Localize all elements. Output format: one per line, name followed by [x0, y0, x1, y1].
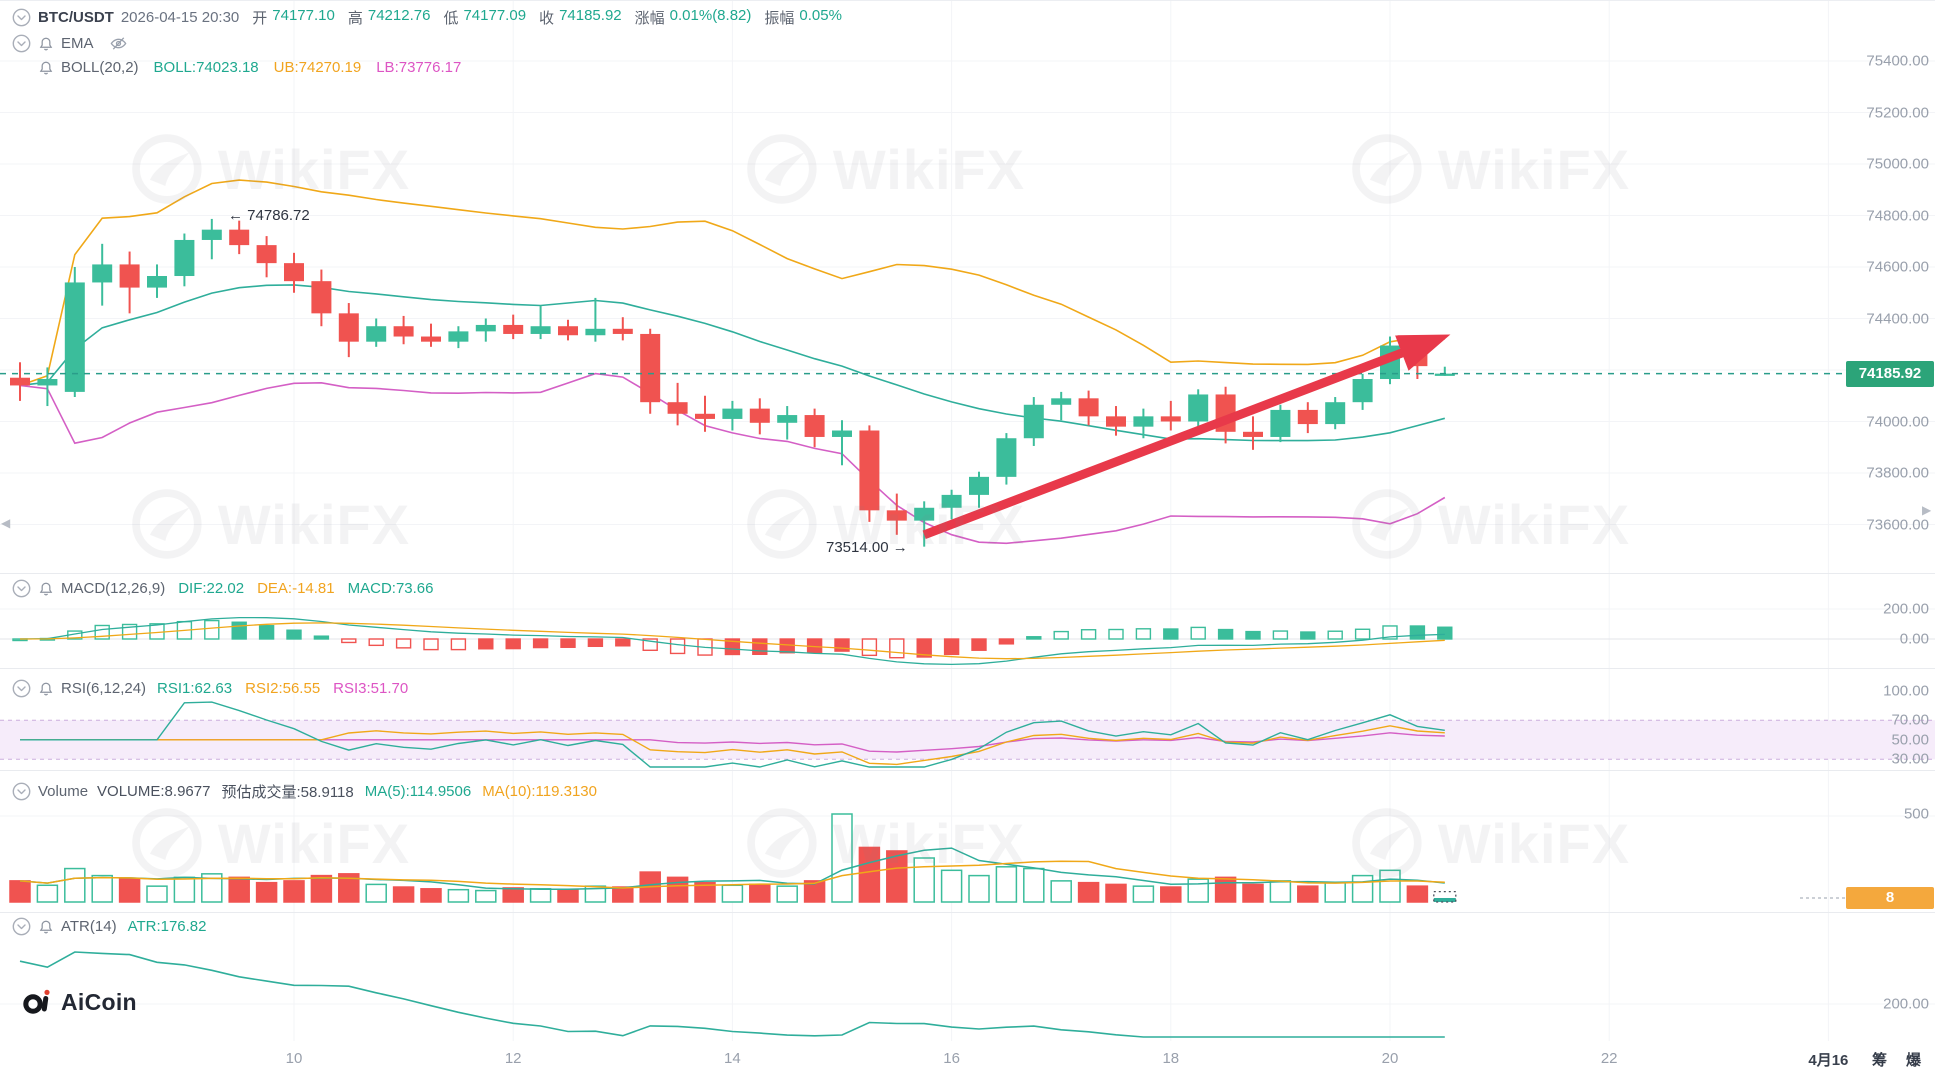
rsi1-value: RSI1:62.63 — [157, 680, 233, 697]
alert-bell-icon[interactable] — [38, 681, 54, 697]
volume-value: VOLUME:8.9677 — [97, 783, 211, 800]
time-tick: 10 — [285, 1050, 303, 1067]
price-tick: 75000.00 — [1866, 155, 1929, 173]
open-label: 开 — [252, 10, 268, 27]
rsi-tick: 30.00 — [1891, 750, 1929, 768]
time-tick: 12 — [504, 1050, 522, 1067]
time-tick: 20 — [1381, 1050, 1399, 1067]
volume-ma5-value: MA(5):114.9506 — [364, 783, 472, 800]
aicoin-logo: AiCoin — [22, 987, 137, 1017]
amplitude-value: 0.05% — [799, 7, 842, 24]
time-tick: 18 — [1162, 1050, 1180, 1067]
rsi-tick: 70.00 — [1891, 711, 1929, 729]
price-axis: 75400.00 75200.00 75000.00 74800.00 74600.00… — [1825, 1, 1935, 1041]
atr-value: ATR:176.82 — [127, 918, 207, 935]
volume-est-value: 预估成交量:58.9118 — [221, 784, 354, 801]
ema-indicator-label[interactable]: EMA — [61, 35, 94, 52]
change-label: 涨幅 — [634, 10, 665, 27]
volume-tick: 500 — [1903, 805, 1929, 823]
alert-bell-icon[interactable] — [38, 60, 54, 76]
high-price-annotation: ← 74786.72 — [228, 207, 310, 224]
left-pane-handle[interactable]: ◀ — [1, 516, 11, 530]
eye-slash-icon[interactable] — [109, 34, 128, 53]
macd-row: MACD(12,26,9) DIF:22.02 DEA:-14.81 MACD:… — [12, 579, 434, 598]
price-tick: 75200.00 — [1866, 104, 1929, 121]
right-pane-handle[interactable]: ▶ — [1922, 503, 1932, 517]
change-value: 0.01%(8.82) — [669, 7, 752, 24]
price-tick: 74800.00 — [1866, 207, 1929, 224]
macd-dif-value: DIF:22.02 — [178, 580, 245, 597]
current-volume-tag: 8 — [1846, 887, 1934, 909]
atr-row: ATR(14) ATR:176.82 — [12, 917, 207, 936]
liquidation-button[interactable]: 爆 — [1906, 1052, 1922, 1069]
price-tick: 74400.00 — [1866, 310, 1929, 327]
atr-indicator-label[interactable]: ATR(14) — [61, 918, 117, 935]
next-date-label: 4月16 — [1808, 1052, 1849, 1069]
collapse-chevron-icon[interactable] — [12, 917, 31, 936]
time-tick: 16 — [943, 1050, 960, 1067]
collapse-chevron-icon[interactable] — [12, 579, 31, 598]
chart-canvas[interactable] — [0, 1, 1935, 1041]
high-value: 74212.76 — [367, 7, 431, 24]
rsi2-value: RSI2:56.55 — [245, 680, 321, 697]
low-value: 74177.09 — [463, 7, 527, 24]
collapse-chevron-icon[interactable] — [12, 782, 31, 801]
ohlc-header: BTC/USDT 2026-04-15 20:30 开 74177.10 高 742… — [12, 7, 842, 28]
rsi-indicator-label[interactable]: RSI(6,12,24) — [61, 680, 147, 697]
datetime-label: 2026-04-15 20:30 — [120, 9, 240, 26]
current-price-tag: 74185.92 — [1846, 360, 1934, 387]
rsi3-value: RSI3:51.70 — [333, 680, 409, 697]
collapse-chevron-icon[interactable] — [12, 8, 31, 27]
alert-bell-icon[interactable] — [38, 581, 54, 597]
boll-row: BOLL(20,2) BOLL:74023.18 UB:74270.19 LB:… — [38, 59, 461, 76]
atr-tick: 200.00 — [1883, 995, 1929, 1013]
low-label: 低 — [443, 10, 459, 27]
close-label: 收 — [539, 10, 555, 27]
rsi-tick: 50.00 — [1891, 731, 1929, 749]
volume-ma10-value: MA(10):119.3130 — [482, 783, 597, 800]
rsi-tick: 100.00 — [1883, 682, 1929, 700]
macd-tick: 0.00 — [1899, 630, 1929, 648]
high-label: 高 — [347, 10, 363, 27]
close-value: 74185.92 — [559, 7, 622, 24]
macd-indicator-label[interactable]: MACD(12,26,9) — [61, 580, 166, 597]
price-tick: 74600.00 — [1866, 258, 1929, 276]
macd-tick: 200.00 — [1883, 600, 1929, 618]
price-tick: 74000.00 — [1866, 413, 1929, 430]
low-price-annotation: 73514.00 → — [826, 539, 908, 556]
price-tick: 73600.00 — [1866, 516, 1929, 533]
ema-row: EMA — [12, 34, 128, 53]
time-tick: 14 — [724, 1050, 741, 1067]
symbol-label[interactable]: BTC/USDT — [38, 9, 114, 26]
time-tick: 22 — [1600, 1050, 1618, 1067]
boll-mid-value: BOLL:74023.18 — [153, 59, 259, 76]
open-value: 74177.10 — [272, 7, 335, 24]
volume-row: Volume VOLUME:8.9677 预估成交量:58.9118 MA(5)… — [12, 781, 597, 802]
alert-bell-icon[interactable] — [38, 919, 54, 935]
time-axis: 10 12 14 16 18 20 22 4月16 筹 爆 — [0, 1041, 1935, 1075]
volume-indicator-label[interactable]: Volume — [38, 783, 89, 800]
boll-indicator-label[interactable]: BOLL(20,2) — [61, 59, 139, 76]
amplitude-label: 振幅 — [764, 10, 795, 27]
collapse-chevron-icon[interactable] — [12, 679, 31, 698]
aicoin-logo-text: AiCoin — [61, 988, 137, 1015]
collapse-chevron-icon[interactable] — [12, 34, 31, 53]
alert-bell-icon[interactable] — [38, 36, 54, 52]
macd-dea-value: DEA:-14.81 — [257, 580, 335, 597]
macd-value: MACD:73.66 — [347, 580, 434, 597]
boll-lb-value: LB:73776.17 — [376, 59, 462, 76]
price-tick: 73800.00 — [1866, 464, 1929, 482]
price-tick: 75400.00 — [1866, 52, 1929, 70]
rsi-row: RSI(6,12,24) RSI1:62.63 RSI2:56.55 RSI3:… — [12, 679, 408, 698]
aicoin-logo-icon — [22, 987, 52, 1017]
chips-distribution-button[interactable]: 筹 — [1872, 1052, 1888, 1069]
boll-ub-value: UB:74270.19 — [273, 59, 362, 76]
